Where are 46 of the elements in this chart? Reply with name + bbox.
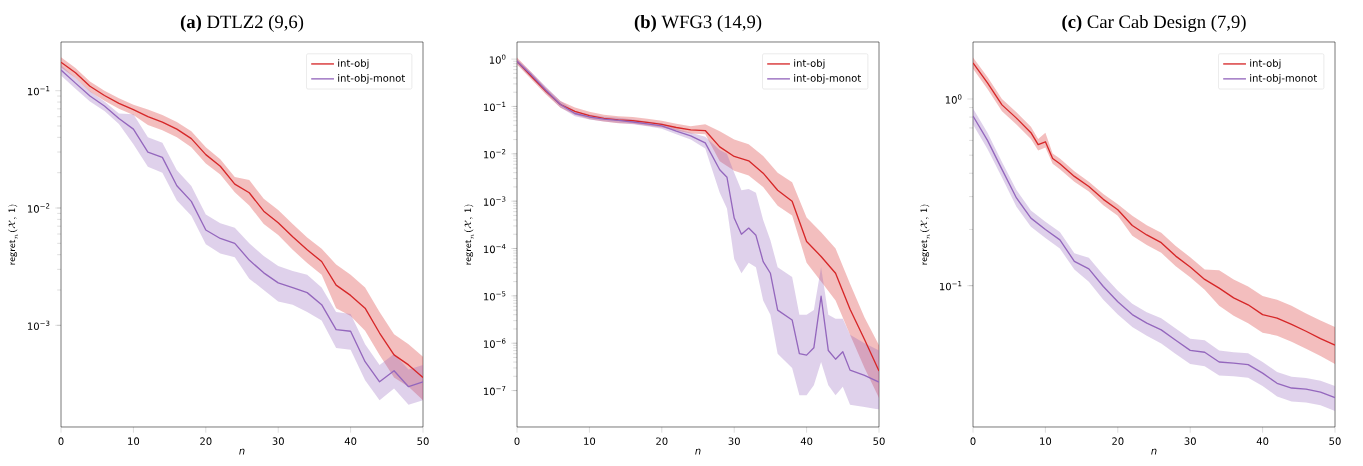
x-tick-label: 20: [656, 437, 668, 445]
x-tick-label: 40: [344, 437, 357, 445]
x-tick-label: 0: [58, 437, 64, 445]
x-axis-title: n: [1151, 448, 1157, 455]
x-tick-label: 50: [1329, 437, 1341, 445]
x-tick-label: 20: [200, 437, 212, 445]
y-tick-label: 10$^{−1}$: [484, 101, 506, 112]
y-tick-label: 10$^{−2}$: [484, 149, 506, 159]
chart-title: (b) WFG3 (14,9): [634, 15, 762, 32]
y-tick-label: 10$^{−3}$: [484, 196, 506, 206]
x-tick-label: 20: [1112, 437, 1124, 445]
y-tick-label: 10$^{−1}$: [940, 281, 962, 291]
x-tick-label: 50: [873, 437, 885, 445]
y-tick-label: 10$^{0}$: [945, 94, 962, 104]
legend-label: int-obj-monot: [338, 74, 405, 84]
y-tick-label: 10$^{−6}$: [484, 338, 506, 348]
legend-label: int-obj: [794, 59, 825, 69]
y-tick-label: 10$^{−3}$: [28, 320, 50, 331]
x-tick-label: 40: [1256, 437, 1269, 445]
x-tick-label: 30: [728, 437, 740, 445]
x-tick-label: 30: [1184, 437, 1196, 445]
x-tick-label: 30: [272, 437, 284, 445]
y-axis-title: $\mathsf{regret}_{n}(\mathcal{X},\,\mathsf{1})$: [464, 204, 474, 265]
y-tick-label: 10$^{0}$: [489, 54, 506, 64]
chart-title: (c) Car Cab Design (7,9): [1062, 14, 1246, 32]
legend-label: int-obj: [338, 59, 369, 69]
legend-label: int-obj-monot: [794, 74, 861, 84]
y-tick-label: 10$^{−1}$: [28, 86, 50, 96]
legend-label: int-obj-monot: [1250, 74, 1317, 84]
y-tick-label: 10$^{−5}$: [484, 291, 506, 301]
y-tick-label: 10$^{−4}$: [484, 243, 506, 254]
y-tick-label: 10$^{−7}$: [484, 385, 506, 396]
y-axis-title: $\mathsf{regret}_{n}(\mathcal{X},\,\mathsf{1})$: [8, 204, 18, 265]
x-tick-label: 10: [584, 437, 596, 445]
x-tick-label: 0: [970, 437, 976, 445]
y-tick-label: 10$^{−2}$: [28, 203, 50, 213]
x-tick-label: 10: [1040, 437, 1052, 445]
x-tick-label: 10: [128, 437, 140, 445]
legend-label: int-obj: [1250, 59, 1281, 69]
x-tick-label: 0: [514, 437, 520, 445]
x-axis-title: n: [695, 448, 701, 455]
chart-title: (a) DTLZ2 (9,6): [180, 15, 304, 32]
x-tick-label: 50: [417, 437, 429, 445]
x-axis-title: n: [239, 448, 245, 455]
x-tick-label: 40: [800, 437, 813, 445]
y-axis-title: $\mathsf{regret}_{n}(\mathcal{X},\,\mathsf{1})$: [920, 204, 930, 265]
